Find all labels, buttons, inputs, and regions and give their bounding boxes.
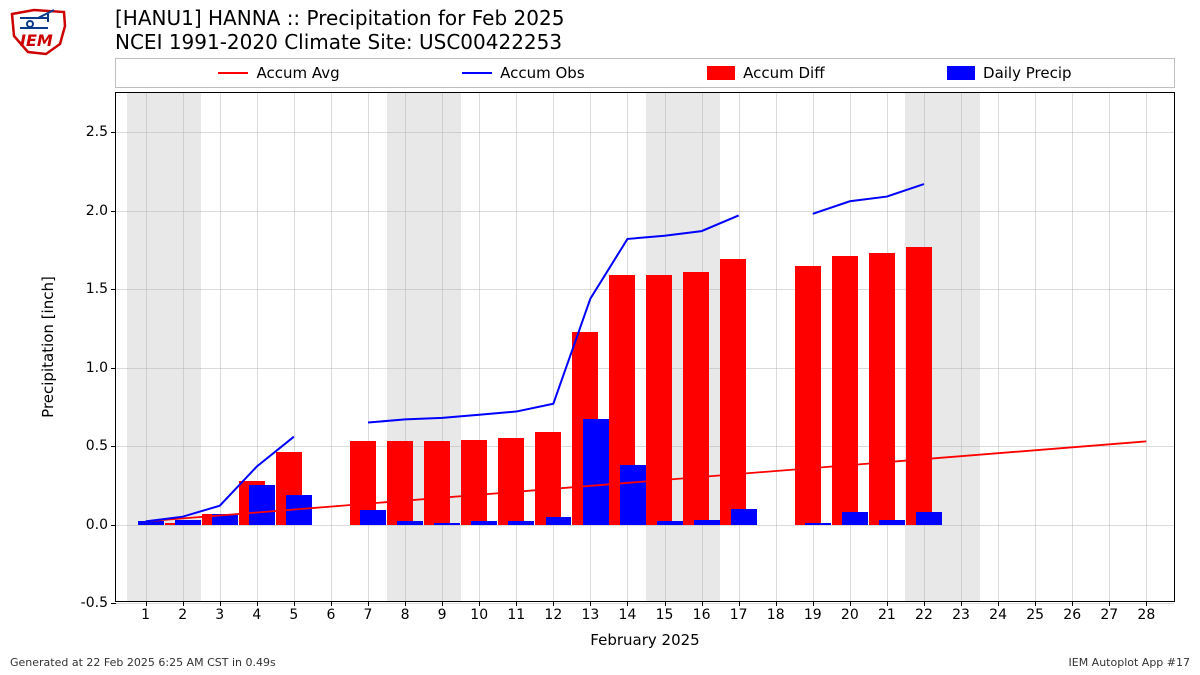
y-tick-label: 0.5 bbox=[86, 438, 108, 454]
title-line-2: NCEI 1991-2020 Climate Site: USC00422253 bbox=[115, 30, 564, 54]
title-line-1: [HANU1] HANNA :: Precipitation for Feb 2… bbox=[115, 6, 564, 30]
x-tick-label: 10 bbox=[470, 607, 488, 623]
x-tick-label: 20 bbox=[841, 607, 859, 623]
x-tick-label: 16 bbox=[693, 607, 711, 623]
legend-accum-diff: Accum Diff bbox=[707, 64, 824, 82]
x-tick-label: 9 bbox=[438, 607, 447, 623]
x-tick-label: 4 bbox=[252, 607, 261, 623]
x-tick-label: 12 bbox=[544, 607, 562, 623]
chart-plot-area: February 2025 -0.50.00.51.01.52.02.51234… bbox=[115, 92, 1175, 602]
y-tick-label: 2.0 bbox=[86, 203, 108, 219]
x-tick-label: 24 bbox=[989, 607, 1007, 623]
legend-patch-icon bbox=[707, 66, 735, 80]
x-tick-label: 23 bbox=[952, 607, 970, 623]
x-tick-label: 17 bbox=[730, 607, 748, 623]
x-tick-label: 11 bbox=[507, 607, 525, 623]
svg-text:IEM: IEM bbox=[20, 31, 53, 50]
gridline-h bbox=[116, 603, 1174, 604]
legend: Accum Avg Accum Obs Accum Diff Daily Pre… bbox=[115, 58, 1175, 88]
x-tick-label: 25 bbox=[1026, 607, 1044, 623]
x-tick-label: 27 bbox=[1100, 607, 1118, 623]
legend-patch-icon bbox=[947, 66, 975, 80]
y-axis-label: Precipitation [inch] bbox=[39, 276, 57, 418]
y-tick-label: -0.5 bbox=[81, 595, 108, 611]
footer-generated: Generated at 22 Feb 2025 6:25 AM CST in … bbox=[10, 656, 276, 669]
chart-title: [HANU1] HANNA :: Precipitation for Feb 2… bbox=[115, 6, 564, 54]
accum-obs-line bbox=[146, 437, 294, 522]
y-tick-label: 0.0 bbox=[86, 517, 108, 533]
x-tick-label: 18 bbox=[767, 607, 785, 623]
y-tick-label: 1.0 bbox=[86, 360, 108, 376]
x-tick-label: 19 bbox=[804, 607, 822, 623]
x-tick-label: 15 bbox=[656, 607, 674, 623]
accum-obs-line bbox=[813, 184, 924, 214]
legend-label: Accum Obs bbox=[500, 64, 585, 82]
x-tick-label: 6 bbox=[326, 607, 335, 623]
y-tick-label: 1.5 bbox=[86, 281, 108, 297]
x-tick-label: 1 bbox=[141, 607, 150, 623]
legend-label: Daily Precip bbox=[983, 64, 1072, 82]
accum-obs-line bbox=[368, 215, 739, 422]
x-tick-label: 22 bbox=[915, 607, 933, 623]
legend-label: Accum Diff bbox=[743, 64, 824, 82]
y-tick-label: 2.5 bbox=[86, 124, 108, 140]
x-tick-label: 7 bbox=[364, 607, 373, 623]
x-tick-label: 8 bbox=[401, 607, 410, 623]
x-tick-label: 13 bbox=[581, 607, 599, 623]
footer-app: IEM Autoplot App #17 bbox=[1069, 656, 1191, 669]
legend-accum-obs: Accum Obs bbox=[462, 64, 585, 82]
iem-logo: IEM bbox=[8, 6, 68, 56]
legend-label: Accum Avg bbox=[256, 64, 339, 82]
x-tick-label: 28 bbox=[1137, 607, 1155, 623]
x-tick-label: 5 bbox=[289, 607, 298, 623]
x-axis-label: February 2025 bbox=[590, 631, 699, 649]
legend-accum-avg: Accum Avg bbox=[218, 64, 339, 82]
x-tick-label: 21 bbox=[878, 607, 896, 623]
x-tick-label: 26 bbox=[1063, 607, 1081, 623]
legend-line-icon bbox=[218, 72, 248, 74]
x-tick-label: 14 bbox=[619, 607, 637, 623]
legend-daily-precip: Daily Precip bbox=[947, 64, 1072, 82]
accum-avg-line bbox=[146, 441, 1147, 521]
legend-line-icon bbox=[462, 72, 492, 74]
x-tick-label: 3 bbox=[215, 607, 224, 623]
x-tick-label: 2 bbox=[178, 607, 187, 623]
